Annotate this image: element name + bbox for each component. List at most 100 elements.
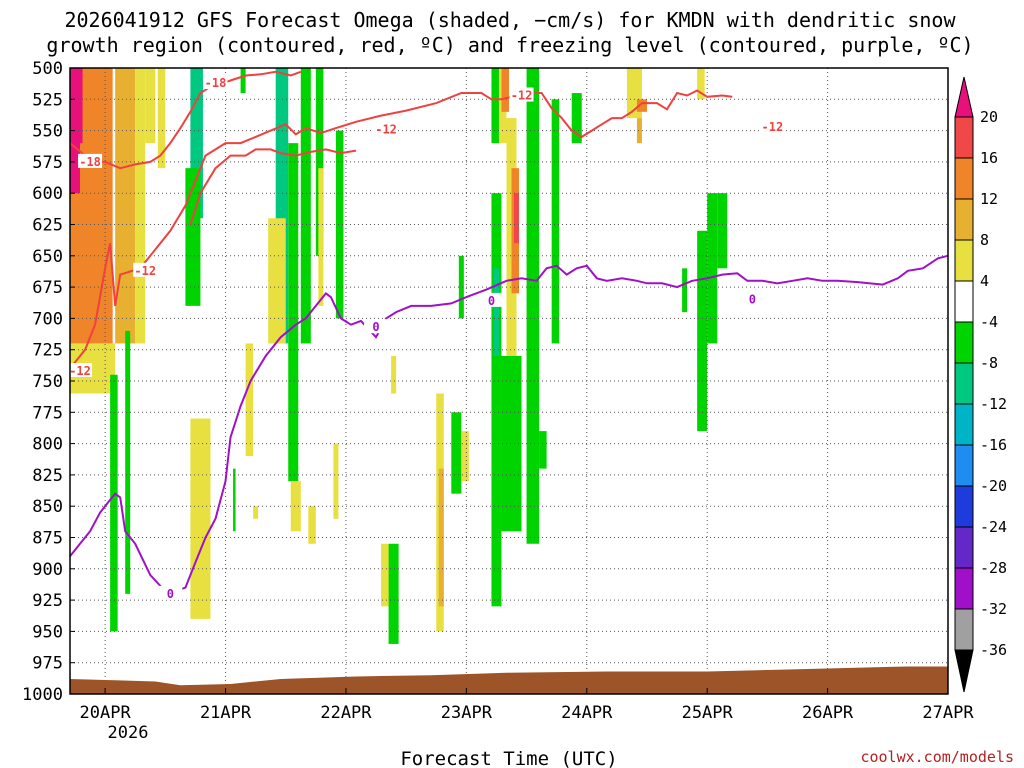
contour-label: 0 [749,293,756,307]
omega-cell [493,268,499,356]
omega-cell [491,193,502,607]
y-tick-label: 1000 [22,685,63,705]
contour-label: -18 [79,155,101,169]
omega-cell [514,193,520,244]
colorbar-tick-label: -20 [980,477,1007,495]
contour-label: -12 [134,264,156,278]
omega-cell [697,68,705,100]
x-tick-label: 24APR [561,703,613,723]
colorbar-tick-label: 12 [980,190,998,208]
y-tick-label: 725 [32,341,63,361]
omega-cell [717,193,728,269]
x-tick-label: 26APR [802,703,854,723]
contour-label: -12 [375,122,397,136]
chart-title-line-2: growth region (contoured, red, ºC) and f… [46,33,973,57]
colorbar-cell [954,280,974,323]
x-tick-label: 23APR [441,703,493,723]
omega-cell [526,68,540,544]
colorbar-cell [954,444,974,487]
contour-label: -12 [762,120,784,134]
omega-cell [268,218,286,344]
x-tick-label: 20APR [80,703,132,723]
contour-label: 0 [167,587,174,601]
colorbar-cell [954,362,974,405]
omega-cell [115,68,136,344]
colorbar-tick-label: -16 [980,436,1007,454]
contour-label-bg [479,292,504,307]
colorbar-tick-label: -12 [980,395,1007,413]
y-axis: 500 525 550 575 600 625 650 675 700 725 750 775 800 8… [22,59,75,705]
colorbar-cell [954,116,974,159]
x-year-label: 2026 [108,723,149,743]
omega-cell [288,143,299,482]
y-tick-label: 900 [32,560,63,580]
colorbar-cell [954,239,974,282]
y-tick-label: 775 [32,403,63,423]
y-tick-label: 500 [32,59,63,79]
omega-cell [539,431,547,469]
contour-label-bg [203,75,228,90]
omega-cell [697,230,708,432]
dgz-contour-line [69,70,302,170]
contour-label-bg [374,121,399,136]
y-tick-label: 825 [32,466,63,486]
colorbar-tick-label: 16 [980,149,998,167]
y-tick-label: 625 [32,216,63,236]
omega-cell [145,68,156,144]
omega-cell [636,99,647,112]
y-tick-label: 875 [32,529,63,549]
omega-cell [80,143,101,319]
omega-cell [335,130,344,319]
omega-cell [308,506,316,544]
y-tick-label: 600 [32,184,63,204]
colorbar: 20 16 12 8 4 -4 -8 -12 -16 -20 -24 -28 -32 -36 [954,76,1007,693]
x-tick-label: 25APR [682,703,734,723]
colorbar-cell [954,526,974,569]
contour-label: 0 [372,320,379,334]
omega-cell [290,481,301,532]
omega-cell [381,543,389,607]
contour-label-bg [740,291,765,306]
contour-label: -12 [511,89,533,103]
omega-cell [315,68,324,256]
contour-label-bg [133,262,158,277]
colorbar-top-arrow [954,76,974,118]
omega-cell [110,374,118,632]
y-tick-label: 800 [32,435,63,455]
y-tick-label: 550 [32,122,63,142]
x-axis-label: Forecast Time (UTC) [400,748,617,768]
x-tick-label: 27APR [922,703,974,723]
colorbar-tick-label: -24 [980,518,1007,536]
y-tick-label: 975 [32,654,63,674]
colorbar-cell [954,157,974,200]
y-tick-label: 575 [32,153,63,173]
omega-cell [458,255,464,319]
omega-cell [391,355,397,394]
credit-text: coolwx.com/models [860,748,1014,766]
omega-cell [461,431,469,482]
y-tick-label: 675 [32,278,63,298]
colorbar-tick-label: 8 [980,231,989,249]
colorbar-tick-label: -4 [980,313,998,331]
omega-cell [253,506,259,519]
contour-label: -12 [69,364,91,378]
omega-cell [333,443,339,519]
y-tick-label: 750 [32,372,63,392]
omega-cell [551,99,560,344]
omega-cell [135,68,146,344]
y-tick-label: 850 [32,497,63,517]
contour-label-bg [509,87,534,102]
omega-cell [506,118,517,356]
colorbar-cell [954,321,974,364]
y-tick-label: 650 [32,247,63,267]
y-tick-label: 950 [32,622,63,642]
omega-cell [240,68,246,94]
colorbar-tick-label: 20 [980,108,998,126]
omega-cell [245,343,254,457]
chart-title-line-1: 2026041912 GFS Forecast Omega (shaded, −… [64,8,956,32]
colorbar-tick-label: -28 [980,559,1007,577]
colorbar-tick-label: 4 [980,272,989,290]
colorbar-cell [954,608,974,651]
omega-cell [157,68,166,169]
